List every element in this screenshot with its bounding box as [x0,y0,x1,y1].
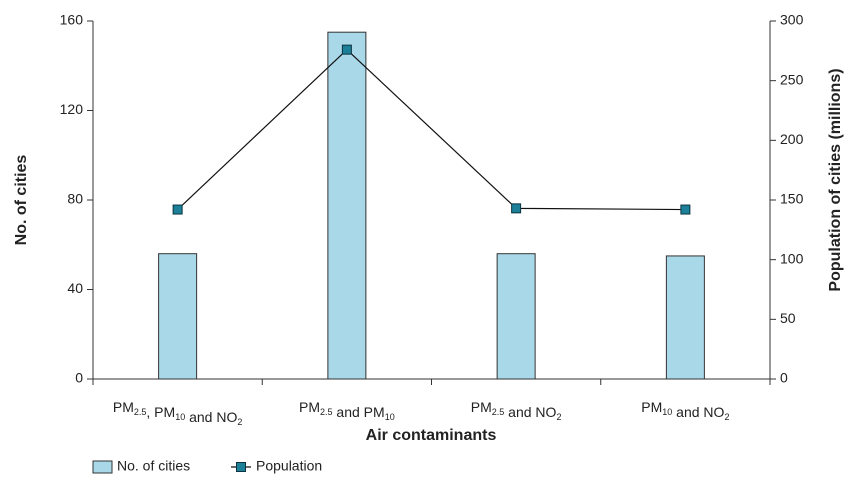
bar [327,31,367,380]
y-tick-label: 0 [75,370,83,386]
y2-tick-label: 0 [780,370,788,386]
population-line [177,48,686,211]
legend-label: No. of cities [117,458,190,474]
y-tick-label: 160 [60,12,84,28]
y2-tick-label: 100 [780,250,804,266]
x-axis-title: Air contaminants [366,427,497,444]
legend-marker [236,462,246,472]
legend-swatch [92,460,113,474]
y-tick-label: 40 [67,280,83,296]
population-marker [172,204,183,215]
bar [665,255,705,380]
y-tick-label: 120 [60,101,84,117]
x-tick-label: PM10 and NO2 [641,399,729,423]
y-axis-title: No. of cities [13,155,30,246]
bar [496,253,536,380]
population-marker [511,203,522,214]
x-tick-label: PM2.5 and NO2 [471,399,562,423]
y2-tick-label: 150 [780,191,804,207]
x-tick-label: PM2.5, PM10 and NO2 [113,399,242,428]
y2-axis-title: Population of cities (millions) [827,68,844,291]
y2-tick-label: 300 [780,12,804,28]
bar [158,253,198,380]
x-tick-label: PM2.5 and PM10 [299,399,395,423]
population-marker [680,204,691,215]
y-tick-label: 80 [67,191,83,207]
y2-tick-label: 50 [780,310,796,326]
legend-label: Population [256,458,322,474]
population-marker [341,44,352,55]
y2-tick-label: 200 [780,131,804,147]
y2-tick-label: 250 [780,71,804,87]
